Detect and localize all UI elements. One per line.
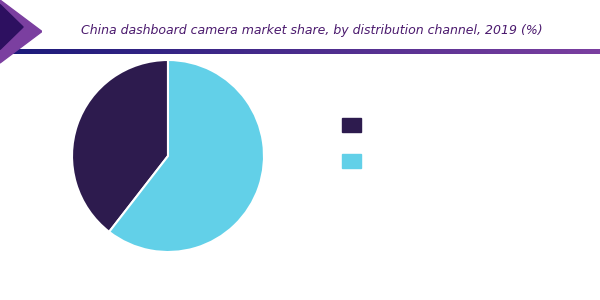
Polygon shape <box>0 0 42 63</box>
Wedge shape <box>109 60 264 252</box>
Bar <box>342 154 361 168</box>
Wedge shape <box>72 60 168 232</box>
Text: China dashboard camera market share, by distribution channel, 2019 (%): China dashboard camera market share, by … <box>81 24 543 37</box>
Polygon shape <box>0 4 23 50</box>
Bar <box>342 118 361 132</box>
